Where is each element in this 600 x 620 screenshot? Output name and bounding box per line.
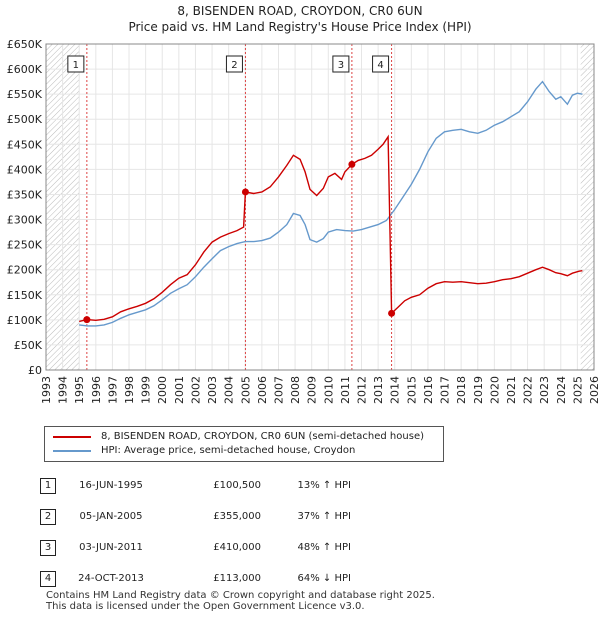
x-tick-label: 2002 <box>189 376 202 404</box>
x-tick-label: 1996 <box>90 376 103 404</box>
property-series-line <box>79 134 583 323</box>
x-tick-label: 2010 <box>322 376 335 404</box>
sale-number-box <box>225 55 243 73</box>
y-tick-label: £150K <box>7 289 43 302</box>
legend-label-hpi: HPI: Average price, semi-detached house,… <box>101 445 356 456</box>
sale-date: 16-JUN-1995 <box>79 480 143 491</box>
x-tick-label: 1993 <box>40 376 53 404</box>
chart-subtitle: Price paid vs. HM Land Registry's House … <box>128 20 472 34</box>
sale-date: 24-OCT-2013 <box>78 573 144 584</box>
x-tick-label: 2016 <box>422 376 435 404</box>
sale-number-label: 2 <box>231 60 237 71</box>
sale-number-badge: 4 <box>40 570 56 587</box>
sale-number-label: 1 <box>73 60 79 71</box>
sale-point <box>348 160 356 168</box>
hatch-after-region <box>580 44 594 370</box>
x-tick-label: 2003 <box>206 376 219 404</box>
y-tick-label: £50K <box>14 339 43 352</box>
y-tick-label: £300K <box>7 214 43 227</box>
sale-number-label: 4 <box>377 60 383 71</box>
y-tick-label: £200K <box>7 264 43 277</box>
y-tick-label: £350K <box>7 188 43 201</box>
sale-price: £113,000 <box>213 573 261 584</box>
y-tick-label: £450K <box>7 138 43 151</box>
legend-swatch-hpi <box>53 450 91 452</box>
x-tick-label: 2024 <box>555 376 568 404</box>
sale-hpi-diff: 37% ↑ HPI <box>297 511 351 522</box>
footer-attribution: Contains HM Land Registry data © Crown c… <box>46 590 435 612</box>
x-tick-label: 2021 <box>505 376 518 404</box>
sale-price: £410,000 <box>213 542 261 553</box>
table-row: 2 05-JAN-2005 £355,000 37% ↑ HPI <box>40 501 351 532</box>
x-tick-label: 2012 <box>356 376 369 404</box>
x-tick-label: 2025 <box>571 376 584 404</box>
sale-point <box>388 309 396 317</box>
x-tick-label: 2005 <box>239 376 252 404</box>
x-tick-label: 2008 <box>289 376 302 404</box>
sale-number-label: 3 <box>338 60 344 71</box>
legend: 8, BISENDEN ROAD, CROYDON, CR0 6UN (semi… <box>44 426 444 462</box>
sale-hpi-diff: 64% ↓ HPI <box>297 573 351 584</box>
y-tick-label: £0 <box>28 364 42 377</box>
x-tick-label: 1994 <box>57 376 70 404</box>
sale-number-box <box>372 55 390 73</box>
x-tick-label: 2006 <box>256 376 269 404</box>
footer-line: Contains HM Land Registry data © Crown c… <box>46 590 435 601</box>
x-tick-label: 2009 <box>306 376 319 404</box>
x-tick-label: 2014 <box>389 376 402 404</box>
x-tick-label: 1998 <box>123 376 136 404</box>
price-chart: 1 2 3 4 £0 £50K £100K £150K £200K £250K £300K £350K… <box>7 38 600 404</box>
table-row: 1 16-JUN-1995 £100,500 13% ↑ HPI <box>40 470 351 501</box>
y-tick-label: £250K <box>7 239 43 252</box>
sale-point <box>241 188 249 196</box>
x-tick-label: 2019 <box>472 376 485 404</box>
sale-point <box>83 316 91 324</box>
sale-number-box <box>67 55 85 73</box>
x-tick-label: 2017 <box>439 376 452 404</box>
sale-number-badge: 1 <box>40 477 56 494</box>
plot-area <box>46 44 594 370</box>
sale-date: 05-JAN-2005 <box>79 511 143 522</box>
x-tick-label: 2001 <box>173 376 186 404</box>
plot-frame <box>45 43 595 371</box>
footer-line: This data is licensed under the Open Gov… <box>46 601 365 612</box>
y-tick-label: £550K <box>7 88 43 101</box>
x-tick-label: 2023 <box>538 376 551 404</box>
table-row: 4 24-OCT-2013 £113,000 64% ↓ HPI <box>40 563 351 594</box>
x-tick-label: 2000 <box>156 376 169 404</box>
y-tick-label: £650K <box>7 38 43 51</box>
sale-price: £355,000 <box>213 511 261 522</box>
sale-number-box <box>332 55 350 73</box>
x-tick-label: 1995 <box>73 376 86 404</box>
y-tick-label: £400K <box>7 163 43 176</box>
sales-table: 1 16-JUN-1995 £100,500 13% ↑ HPI 2 05-JA… <box>40 470 351 594</box>
x-tick-label: 2018 <box>455 376 468 404</box>
x-tick-label: 2011 <box>339 376 352 404</box>
chart-title: 8, BISENDEN ROAD, CROYDON, CR0 6UN <box>177 4 423 18</box>
x-tick-label: 2013 <box>372 376 385 404</box>
x-tick-label: 2004 <box>223 376 236 404</box>
x-tick-label: 2015 <box>405 376 418 404</box>
x-tick-label: 2007 <box>272 376 285 404</box>
sale-hpi-diff: 48% ↑ HPI <box>297 542 351 553</box>
sale-date: 03-JUN-2011 <box>79 542 143 553</box>
legend-swatch-property <box>53 436 91 438</box>
sale-price: £100,500 <box>213 480 261 491</box>
sale-number-badge: 2 <box>40 508 56 525</box>
x-tick-label: 2020 <box>488 376 501 404</box>
x-tick-label: 1999 <box>140 376 153 404</box>
x-tick-label: 2022 <box>522 376 535 404</box>
x-tick-label: 2026 <box>588 376 600 404</box>
table-row: 3 03-JUN-2011 £410,000 48% ↑ HPI <box>40 532 351 563</box>
hpi-series-line <box>79 80 583 327</box>
x-tick-label: 1997 <box>106 376 119 404</box>
y-tick-label: £100K <box>7 314 43 327</box>
y-tick-label: £500K <box>7 113 43 126</box>
y-tick-label: £600K <box>7 63 43 76</box>
sale-hpi-diff: 13% ↑ HPI <box>297 480 351 491</box>
legend-label-property: 8, BISENDEN ROAD, CROYDON, CR0 6UN (semi… <box>101 431 424 442</box>
sale-number-badge: 3 <box>40 539 56 556</box>
